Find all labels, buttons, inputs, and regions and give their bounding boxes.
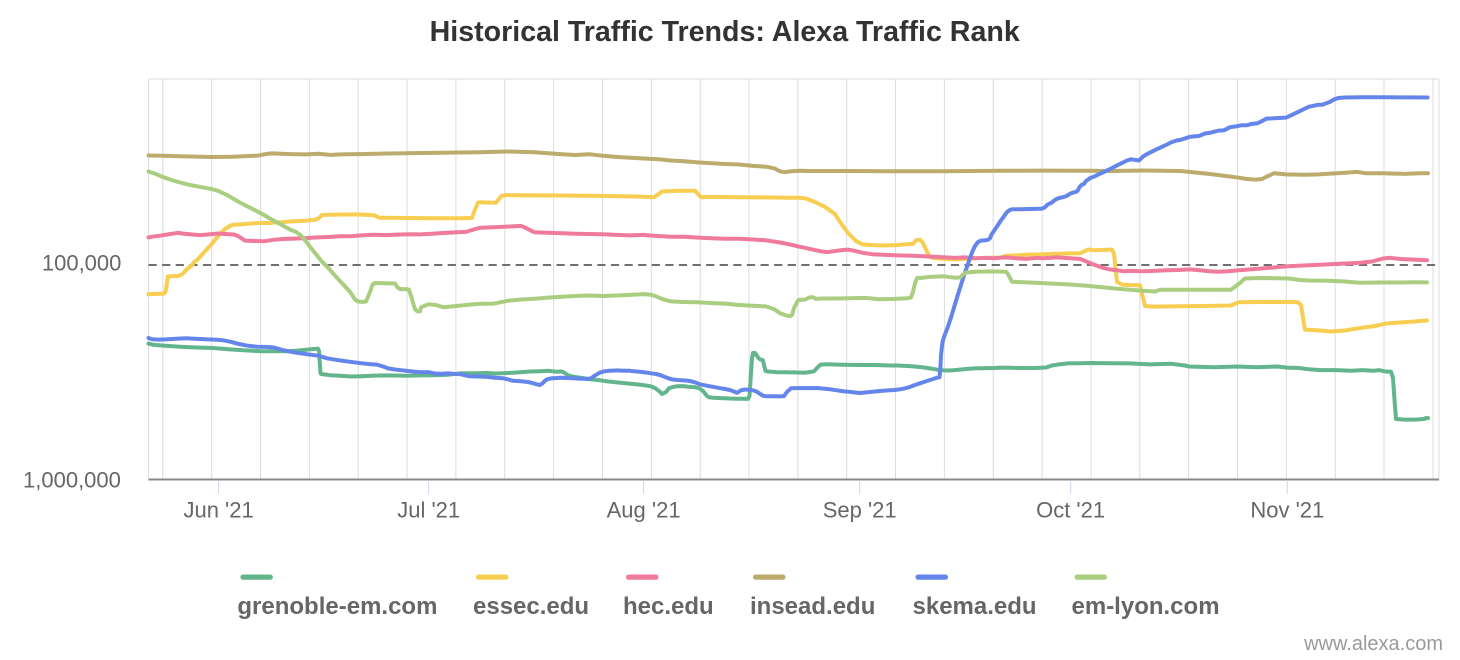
- svg-text:Oct '21: Oct '21: [1036, 498, 1105, 523]
- svg-text:Aug '21: Aug '21: [607, 498, 681, 523]
- svg-text:Jul '21: Jul '21: [397, 498, 460, 523]
- svg-text:www.alexa.com: www.alexa.com: [1303, 633, 1443, 655]
- svg-text:insead.edu: insead.edu: [750, 593, 875, 620]
- svg-text:hec.edu: hec.edu: [623, 593, 714, 620]
- svg-text:Jun '21: Jun '21: [183, 498, 253, 523]
- svg-text:1,000,000: 1,000,000: [23, 468, 121, 493]
- svg-text:Historical Traffic Trends: Ale: Historical Traffic Trends: Alexa Traffic…: [430, 16, 1020, 48]
- svg-text:Nov '21: Nov '21: [1250, 498, 1324, 523]
- svg-text:em-lyon.com: em-lyon.com: [1072, 593, 1220, 620]
- svg-text:skema.edu: skema.edu: [913, 593, 1037, 620]
- svg-text:Sep '21: Sep '21: [823, 498, 897, 523]
- svg-text:100,000: 100,000: [42, 251, 122, 276]
- svg-text:grenoble-em.com: grenoble-em.com: [237, 593, 437, 620]
- svg-text:essec.edu: essec.edu: [473, 593, 589, 620]
